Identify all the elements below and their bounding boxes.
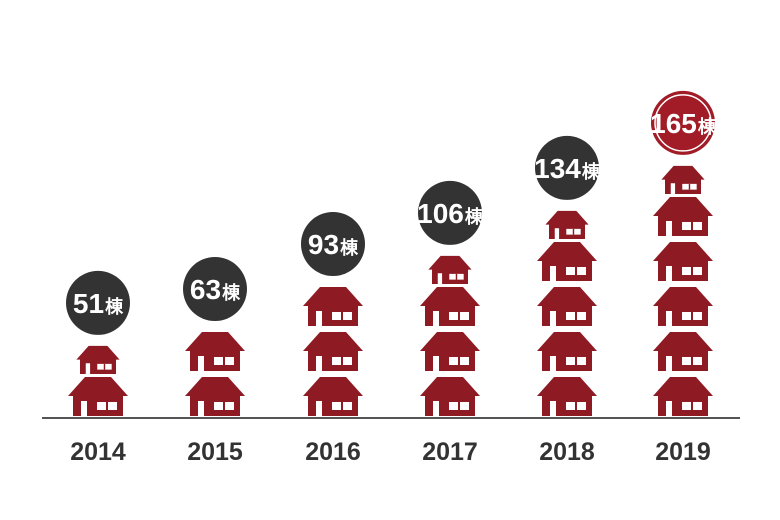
value-bubble: 93棟 — [301, 212, 365, 276]
house-icon-small — [76, 345, 120, 374]
house-icon — [537, 242, 597, 281]
value-bubble: 134棟 — [534, 135, 601, 200]
bar-2019 — [653, 165, 713, 416]
bars-layer — [68, 165, 713, 416]
bubble-circle — [66, 270, 130, 335]
value-label: 165棟 — [650, 108, 717, 139]
house-icon — [303, 377, 363, 416]
year-label: 2017 — [422, 438, 478, 466]
house-icon — [537, 377, 597, 416]
bar-2015 — [185, 332, 245, 416]
bar-2017 — [420, 255, 480, 416]
bubble-circle — [651, 90, 715, 155]
value-label: 63棟 — [190, 274, 241, 305]
house-icon — [185, 377, 245, 416]
value-bubble: 51棟 — [66, 270, 130, 335]
house-icon — [420, 287, 480, 326]
value-bubble: 63棟 — [183, 257, 247, 321]
bar-2016 — [303, 287, 363, 416]
year-label: 2015 — [187, 438, 243, 466]
value-label: 106棟 — [417, 198, 484, 229]
bubble-circle — [535, 135, 599, 200]
year-label: 2019 — [655, 438, 711, 466]
house-icon — [185, 332, 245, 371]
value-label: 134棟 — [534, 153, 601, 184]
house-icon — [537, 332, 597, 371]
house-icon-small — [428, 255, 472, 284]
house-icon — [420, 377, 480, 416]
house-icon — [303, 332, 363, 371]
house-icon — [653, 242, 713, 281]
year-label: 2014 — [70, 438, 126, 466]
bar-2014 — [68, 345, 128, 416]
bubble-ring — [654, 94, 712, 152]
labels-layer: 51棟 2014 63棟 2015 93棟 2016 106棟 2017 134棟 2018 165… — [66, 90, 717, 466]
bar-2018 — [537, 210, 597, 416]
house-icon — [653, 332, 713, 371]
bubble-circle — [418, 180, 482, 245]
house-icon — [537, 287, 597, 326]
house-icon-small — [545, 210, 589, 239]
value-bubble: 165棟 — [650, 90, 717, 155]
year-label: 2018 — [539, 438, 595, 466]
bubble-circle — [301, 212, 365, 276]
value-label: 51棟 — [73, 288, 124, 319]
bubble-circle — [183, 257, 247, 321]
house-icon — [653, 377, 713, 416]
year-label: 2016 — [305, 438, 361, 466]
house-icon — [653, 287, 713, 326]
value-bubble: 106棟 — [417, 180, 484, 245]
house-icon — [653, 197, 713, 236]
house-icon — [303, 287, 363, 326]
house-icon — [68, 377, 128, 416]
house-icon-small — [661, 165, 705, 194]
house-icon — [420, 332, 480, 371]
value-label: 93棟 — [308, 229, 359, 260]
